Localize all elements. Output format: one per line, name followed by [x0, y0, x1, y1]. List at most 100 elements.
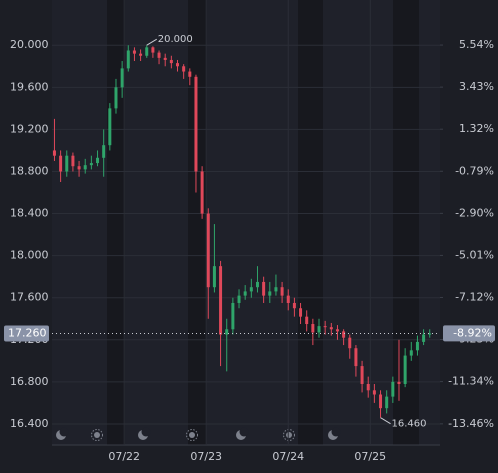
candle-body [422, 334, 426, 342]
sun-icon [283, 429, 295, 441]
candle-body [52, 150, 56, 156]
candle-body [286, 295, 290, 303]
y-tick-label: 19.200 [10, 122, 49, 135]
candle-body [96, 157, 100, 164]
candle-body [120, 68, 124, 88]
candle-body [132, 50, 136, 54]
candle-body [59, 155, 63, 172]
y-tick-label: 17.600 [10, 291, 49, 304]
sun-icon [186, 429, 198, 441]
annotation-label: 16.460 [392, 419, 427, 430]
candle-body [145, 47, 149, 56]
y-tick-label: 18.400 [10, 207, 49, 220]
candle-body [194, 76, 198, 172]
candle-body [231, 302, 235, 330]
night-band [298, 0, 323, 445]
candle-body [317, 326, 321, 333]
candle-body [305, 316, 309, 325]
candle-body [169, 59, 173, 64]
moon-icon [56, 427, 69, 440]
last-price-pct-tag [443, 325, 495, 342]
candle-body [323, 326, 327, 328]
candle-body [255, 281, 259, 288]
candle-body [151, 47, 155, 53]
y-tick-label: 16.400 [10, 417, 49, 430]
candle-body [212, 266, 216, 288]
x-tick-label: 07/25 [354, 450, 386, 463]
candle-body [262, 281, 266, 296]
candle-body [391, 381, 395, 397]
y-tick-label: 16.800 [10, 375, 49, 388]
candle-body [219, 266, 223, 335]
candle-body [126, 50, 130, 69]
last-price-label: 17.260 [8, 326, 47, 339]
candle-body [176, 63, 180, 67]
last-price-pct-label: -8.92% [453, 326, 492, 339]
candle-body [311, 324, 315, 333]
candle-body [268, 291, 272, 296]
night-bands [107, 0, 419, 445]
candle-body [157, 52, 161, 58]
candle-body [71, 155, 75, 167]
candle-body [397, 381, 401, 384]
day-night-icons [56, 427, 341, 441]
moon-icon [236, 427, 249, 440]
candle-body [77, 166, 81, 170]
candle-body [348, 337, 352, 349]
candle-body [102, 145, 106, 158]
y2-tick-label: -11.34% [448, 375, 494, 388]
candle-body [249, 287, 253, 292]
y2-tick-label: -7.12% [455, 290, 494, 303]
y2-tick-label: 5.54% [459, 38, 494, 51]
x-tick-label: 07/24 [272, 450, 304, 463]
y2-tick-label: -13.46% [448, 417, 494, 430]
y-tick-label: 18.000 [10, 249, 49, 262]
candle-body [379, 394, 383, 409]
candle-body [372, 390, 376, 395]
candle-body [139, 53, 143, 56]
annotation-leader [146, 38, 158, 46]
sun-icon [91, 429, 103, 441]
candle-body [342, 331, 346, 338]
candle-body [163, 57, 167, 60]
candle-body [182, 66, 186, 72]
candle-body [188, 71, 192, 77]
y2-tick-label: 1.32% [459, 122, 494, 135]
y2-tick-label: 3.43% [459, 80, 494, 93]
candle-body [280, 287, 284, 296]
x-tick-label: 07/22 [108, 450, 140, 463]
candle-body [360, 366, 364, 384]
y-tick-label: 18.800 [10, 164, 49, 177]
candle-body [403, 355, 407, 384]
candle-body [366, 383, 370, 391]
candle-body [225, 329, 229, 335]
candle-body [108, 108, 112, 146]
annotation-label: 20.000 [158, 34, 193, 45]
night-band [188, 0, 207, 445]
y2-tick-label: -5.01% [455, 248, 494, 261]
candle-body [65, 155, 69, 172]
x-tick-label: 07/23 [190, 450, 222, 463]
moon-icon [328, 427, 341, 440]
candle-body [385, 396, 389, 409]
y-tick-label: 20.000 [10, 38, 49, 51]
candle-body [89, 163, 93, 166]
candle-body [243, 291, 247, 296]
candle-body [83, 165, 87, 170]
candle-body [206, 213, 210, 288]
candle-body [299, 308, 303, 317]
candle-body [428, 333, 432, 335]
y2-tick-label: -2.90% [455, 206, 494, 219]
candle-body [354, 348, 358, 367]
last-price-tag [4, 325, 49, 342]
candle-body [237, 295, 241, 303]
candle-body [409, 350, 413, 356]
moon-icon [138, 427, 151, 440]
candle-body [415, 341, 419, 351]
y-tick-label: 19.600 [10, 80, 49, 93]
candle-body [114, 87, 118, 109]
candle-body [200, 171, 204, 214]
candle-body [292, 302, 296, 309]
